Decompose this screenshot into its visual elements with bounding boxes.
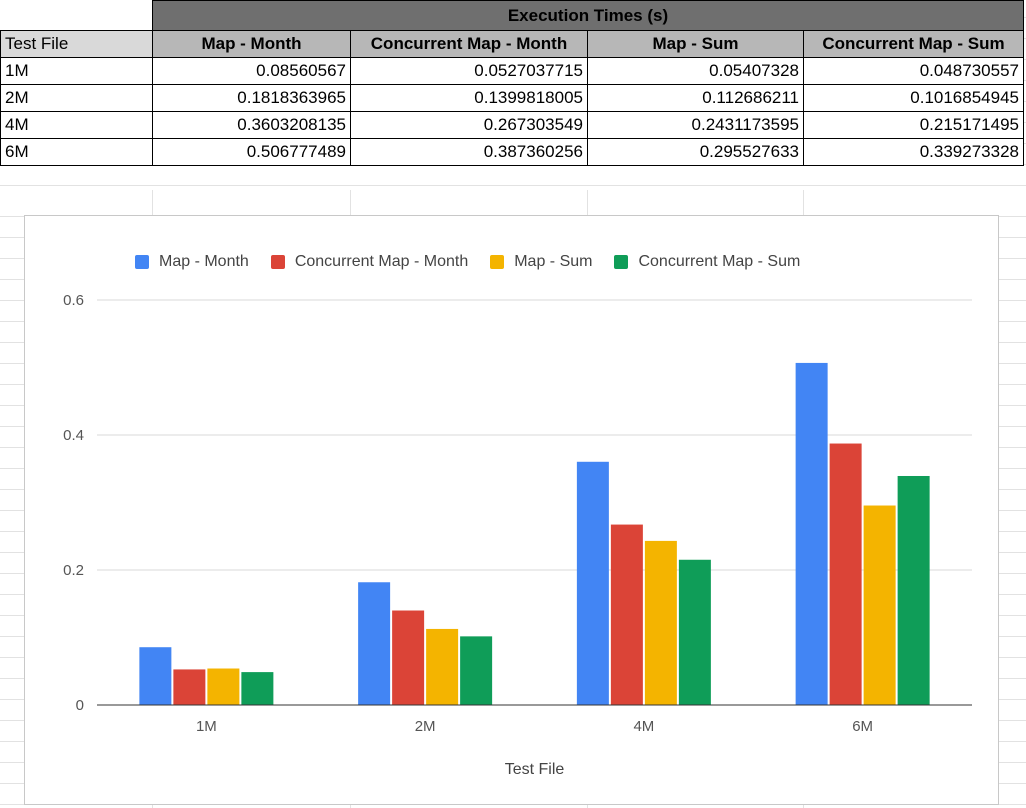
- table-row: 1M 0.08560567 0.0527037715 0.05407328 0.…: [0, 57, 1024, 85]
- column-header-concurrent-map-sum[interactable]: Concurrent Map - Sum: [803, 30, 1024, 58]
- value-cell[interactable]: 0.112686211: [587, 84, 804, 112]
- value-cell[interactable]: 0.05407328: [587, 57, 804, 85]
- value-cell[interactable]: 0.339273328: [803, 138, 1024, 166]
- bar[interactable]: [644, 540, 677, 705]
- bar[interactable]: [173, 669, 206, 705]
- x-tick-label: 6M: [852, 718, 873, 735]
- legend-item[interactable]: Map - Sum: [490, 253, 592, 271]
- bar[interactable]: [795, 362, 828, 705]
- execution-times-table: Execution Times (s) Test File Map - Mont…: [0, 0, 1024, 166]
- table-corner-cell[interactable]: [0, 0, 153, 31]
- legend-swatch: [490, 255, 505, 269]
- bar[interactable]: [829, 443, 862, 705]
- legend-item[interactable]: Concurrent Map - Month: [270, 253, 469, 271]
- bar[interactable]: [897, 475, 930, 705]
- x-tick-label: 2M: [415, 718, 436, 735]
- column-header-map-month[interactable]: Map - Month: [152, 30, 351, 58]
- legend-swatch: [270, 255, 285, 269]
- value-cell[interactable]: 0.08560567: [152, 57, 351, 85]
- bar[interactable]: [863, 505, 896, 705]
- bar-chart[interactable]: Map - Month Concurrent Map - Month Map -…: [24, 215, 999, 805]
- legend-label: Map - Month: [159, 253, 249, 270]
- row-label-cell[interactable]: 2M: [0, 84, 153, 112]
- table-title[interactable]: Execution Times (s): [152, 0, 1024, 31]
- value-cell[interactable]: 0.506777489: [152, 138, 351, 166]
- column-header-concurrent-map-month[interactable]: Concurrent Map - Month: [350, 30, 588, 58]
- row-header-label[interactable]: Test File: [0, 30, 153, 58]
- chart-plot-area: 0 0.2 0.4 0.6 1M 2M 4M 6M Test File: [63, 292, 972, 778]
- legend-item[interactable]: Map - Month: [135, 253, 249, 271]
- y-tick-label: 0.2: [63, 562, 84, 579]
- table-row: 2M 0.1818363965 0.1399818005 0.112686211…: [0, 84, 1024, 112]
- value-cell[interactable]: 0.3603208135: [152, 111, 351, 139]
- value-cell[interactable]: 0.215171495: [803, 111, 1024, 139]
- row-label-cell[interactable]: 4M: [0, 111, 153, 139]
- row-label-cell[interactable]: 6M: [0, 138, 153, 166]
- value-cell[interactable]: 0.387360256: [350, 138, 588, 166]
- value-cell[interactable]: 0.267303549: [350, 111, 588, 139]
- x-tick-label: 4M: [633, 718, 654, 735]
- bar[interactable]: [392, 610, 425, 705]
- legend-swatch: [614, 255, 629, 269]
- legend-label: Concurrent Map - Sum: [638, 253, 801, 270]
- legend-item[interactable]: Concurrent Map - Sum: [614, 253, 800, 271]
- y-tick-label: 0: [76, 697, 84, 714]
- column-header-map-sum[interactable]: Map - Sum: [587, 30, 804, 58]
- value-cell[interactable]: 0.0527037715: [350, 57, 588, 85]
- legend-label: Concurrent Map - Month: [294, 253, 469, 270]
- bar[interactable]: [241, 672, 274, 705]
- y-tick-label: 0.4: [63, 427, 84, 444]
- bar[interactable]: [678, 559, 711, 705]
- bar[interactable]: [426, 628, 459, 705]
- bar[interactable]: [207, 668, 240, 705]
- value-cell[interactable]: 0.1016854945: [803, 84, 1024, 112]
- legend-swatch: [135, 255, 149, 269]
- bar[interactable]: [139, 647, 172, 705]
- bar[interactable]: [610, 524, 643, 705]
- y-tick-label: 0.6: [63, 292, 84, 309]
- value-cell[interactable]: 0.1818363965: [152, 84, 351, 112]
- bar[interactable]: [358, 582, 391, 705]
- bar[interactable]: [576, 461, 609, 705]
- chart-legend: Map - Month Concurrent Map - Month Map -…: [135, 253, 822, 271]
- value-cell[interactable]: 0.2431173595: [587, 111, 804, 139]
- x-tick-label: 1M: [196, 718, 217, 735]
- row-label-cell[interactable]: 1M: [0, 57, 153, 85]
- x-axis-title: Test File: [505, 761, 565, 778]
- value-cell[interactable]: 0.1399818005: [350, 84, 588, 112]
- bar[interactable]: [460, 636, 493, 705]
- table-row: 4M 0.3603208135 0.267303549 0.2431173595…: [0, 111, 1024, 139]
- value-cell[interactable]: 0.295527633: [587, 138, 804, 166]
- value-cell[interactable]: 0.048730557: [803, 57, 1024, 85]
- legend-label: Map - Sum: [514, 253, 593, 270]
- table-row: 6M 0.506777489 0.387360256 0.295527633 0…: [0, 138, 1024, 166]
- table-title-row: Execution Times (s): [0, 0, 1024, 31]
- table-header-row: Test File Map - Month Concurrent Map - M…: [0, 30, 1024, 58]
